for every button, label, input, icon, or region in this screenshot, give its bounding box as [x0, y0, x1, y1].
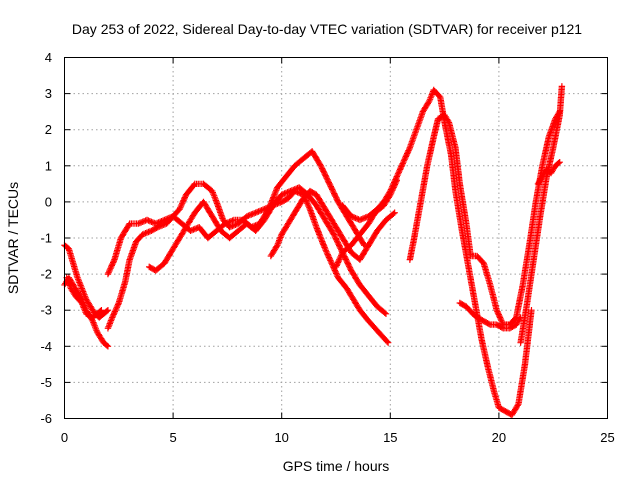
- series-arc-6: [146, 184, 390, 318]
- y-tick-label: 0: [45, 194, 52, 209]
- plus-marker-trace: [534, 158, 563, 188]
- series-arc-11: [456, 299, 524, 332]
- chart-title: Day 253 of 2022, Sidereal Day-to-day VTE…: [72, 21, 582, 37]
- x-axis-label: GPS time / hours: [283, 458, 390, 474]
- series-arc-13: [534, 158, 563, 188]
- x-tick-label: 20: [492, 430, 506, 445]
- data-marks: [61, 83, 566, 419]
- y-tick-label: -6: [40, 411, 52, 426]
- series-arc-9: [339, 86, 535, 419]
- y-tick-label: 2: [45, 122, 52, 137]
- x-tick-label: 0: [61, 430, 68, 445]
- x-tick-label: 10: [274, 430, 288, 445]
- series-arc-7: [267, 187, 398, 263]
- x-tick-label: 25: [600, 430, 614, 445]
- y-tick-label: -1: [40, 231, 52, 246]
- x-tick-label: 15: [383, 430, 397, 445]
- y-tick-label: -5: [40, 375, 52, 390]
- y-tick-label: 1: [45, 158, 52, 173]
- x-tick-label: 5: [169, 430, 176, 445]
- y-tick-label: -3: [40, 303, 52, 318]
- plus-marker-trace: [267, 187, 398, 263]
- series-arc-3: [63, 274, 105, 321]
- series-arc-4: [104, 180, 392, 346]
- y-tick-label: -4: [40, 339, 52, 354]
- axis-ticks: [64, 57, 608, 419]
- plus-marker-trace: [63, 274, 105, 321]
- y-tick-label: 3: [45, 86, 52, 101]
- plus-marker-trace: [146, 184, 390, 318]
- series-arc-12: [517, 83, 566, 346]
- y-tick-label: -2: [40, 267, 52, 282]
- plus-marker-trace: [339, 86, 535, 419]
- plus-marker-trace: [456, 299, 524, 332]
- y-tick-labels: -6 -5 -4 -3 -2 -1 0 1 2 3 4: [40, 50, 52, 426]
- plus-marker-trace: [517, 83, 566, 346]
- x-tick-labels: 0 5 10 15 20 25: [61, 430, 615, 445]
- y-axis-label: SDTVAR / TECUs: [5, 182, 21, 294]
- plus-marker-trace: [104, 180, 392, 346]
- y-tick-label: 4: [45, 50, 52, 65]
